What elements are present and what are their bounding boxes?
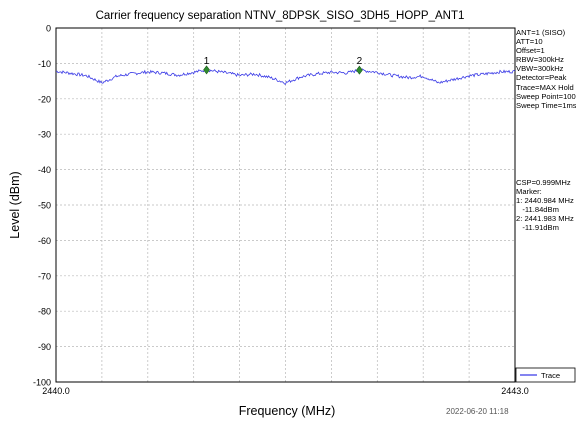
settings-line: RBW=300kHz	[516, 55, 564, 65]
marker-1-label: 1	[204, 56, 210, 67]
x-tick-label: 2443.0	[501, 386, 529, 396]
y-tick-label: -50	[38, 201, 51, 211]
legend-box	[515, 367, 576, 383]
y-tick-label: 0	[46, 24, 51, 34]
settings-line: Sweep Time=1ms	[516, 100, 576, 110]
x-tick-label: 2440.0	[42, 386, 70, 396]
csp-readout: CSP=0.999MHz	[516, 178, 571, 187]
y-tick-label: -70	[38, 271, 51, 281]
legend-label: Trace	[541, 371, 560, 380]
trace-line	[55, 67, 516, 85]
settings-line: Offset=1	[516, 46, 545, 56]
y-axis-label: Level (dBm)	[8, 171, 22, 238]
marker-2-level: -11.91dBm	[516, 223, 559, 233]
settings-line: ANT=1 (SISO)	[516, 28, 566, 37]
settings-line: Sweep Point=1001	[516, 91, 576, 101]
marker-2-diamond	[356, 65, 363, 75]
y-tick-label: -90	[38, 342, 51, 352]
y-tick-label: -80	[38, 307, 51, 317]
y-tick-label: -30	[38, 130, 51, 140]
y-tick-label: -10	[38, 59, 51, 69]
marker-1-level: -11.84dBm	[516, 205, 559, 215]
y-tick-label: -60	[38, 236, 51, 246]
marker-readout-panel: CSP=0.999MHz Marker: 1: 2440.984 MHz -11…	[516, 178, 576, 233]
y-tick-label: -40	[38, 165, 51, 175]
settings-line: Detector=Peak	[516, 73, 567, 83]
marker-2-label: 2	[357, 56, 363, 67]
settings-line: VBW=300kHz	[516, 64, 564, 74]
marker-2-frequency: 2: 2441.983 MHz	[516, 214, 574, 224]
legend: Trace	[515, 367, 576, 383]
timestamp: 2022-06-20 11:18	[446, 407, 509, 416]
trace-layer	[55, 67, 516, 85]
settings-line: ATT=10	[516, 37, 543, 47]
marker-heading: Marker:	[516, 187, 542, 197]
settings-panel: ANT=1 (SISO) ATT=10 Offset=1 RBW=300kHz …	[516, 28, 576, 110]
settings-line: Trace=MAX Hold	[516, 82, 574, 92]
y-tick-label: -20	[38, 94, 51, 104]
y-tick-label: -100	[33, 378, 51, 388]
grid-layer	[56, 28, 515, 382]
x-axis-label: Frequency (MHz)	[239, 404, 336, 418]
marker-1-frequency: 1: 2440.984 MHz	[516, 196, 574, 206]
marker-1-diamond	[203, 65, 210, 75]
chart-title: Carrier frequency separation NTNV_8DPSK_…	[96, 10, 465, 22]
